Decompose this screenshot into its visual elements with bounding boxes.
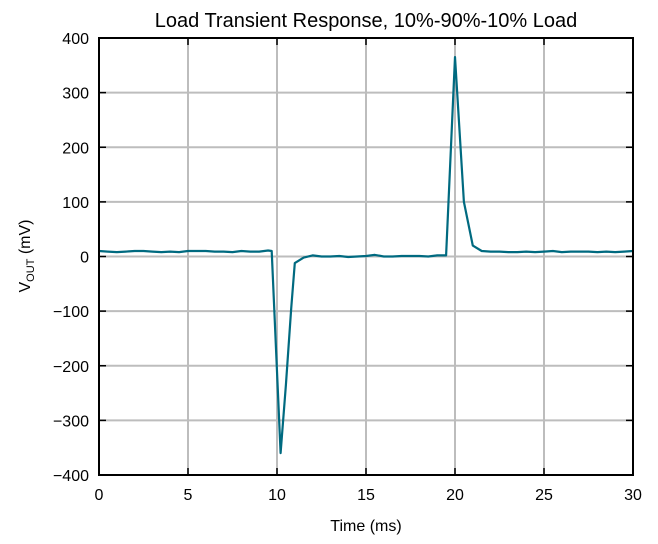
y-axis-label-subscript: OUT bbox=[25, 258, 37, 282]
x-tick-label: 10 bbox=[268, 487, 286, 504]
y-tick-label: −300 bbox=[53, 413, 89, 430]
x-tick-label: 5 bbox=[184, 487, 193, 504]
series-line bbox=[98, 55, 634, 455]
x-tick-label: 20 bbox=[446, 487, 464, 504]
y-tick-label: 100 bbox=[62, 195, 89, 212]
y-tick-labels: 400 300 200 100 0 −100 −200 −300 −400 bbox=[53, 31, 89, 485]
y-tick-label: −400 bbox=[53, 468, 89, 485]
y-tick-label: 0 bbox=[80, 250, 89, 267]
x-tick-label: 15 bbox=[357, 487, 375, 504]
y-tick-label: 200 bbox=[62, 140, 89, 157]
x-tick-label: 30 bbox=[624, 487, 642, 504]
x-tick-labels: 0 5 10 15 20 25 30 bbox=[95, 487, 642, 504]
y-tick-label: 300 bbox=[62, 86, 89, 103]
series-layer bbox=[98, 55, 634, 455]
y-axis-label-suffix: (mV) bbox=[17, 219, 34, 258]
y-tick-label: 400 bbox=[62, 31, 89, 48]
y-tick-label: −200 bbox=[53, 359, 89, 376]
y-tick-label: −100 bbox=[53, 304, 89, 321]
y-axis-label-main: V bbox=[17, 282, 34, 293]
x-tick-label: 0 bbox=[95, 487, 104, 504]
ticks bbox=[98, 37, 634, 476]
y-axis-label: VOUT (mV) bbox=[17, 219, 37, 292]
x-tick-label: 25 bbox=[535, 487, 553, 504]
chart-title: Load Transient Response, 10%-90%-10% Loa… bbox=[155, 10, 578, 32]
x-axis-label: Time (ms) bbox=[330, 518, 401, 535]
